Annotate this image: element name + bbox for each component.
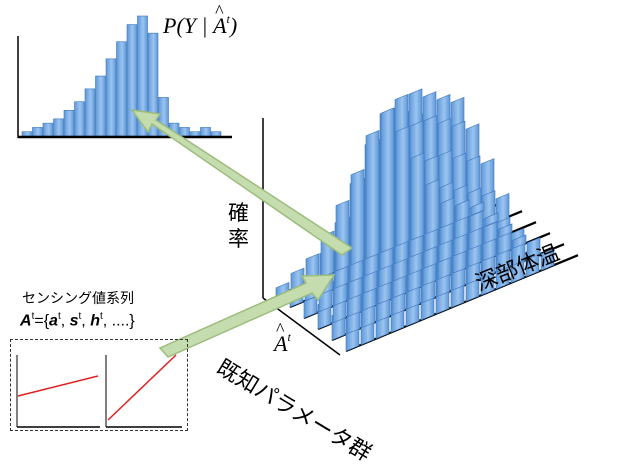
main-chart-bar	[483, 221, 498, 245]
parameter-axis-symbol: At	[274, 319, 291, 357]
main-chart-bar	[469, 210, 484, 234]
diagram-canvas	[16, 15, 579, 428]
sensing-series-box	[10, 339, 188, 431]
top-histogram	[21, 15, 222, 137]
conditional-probability-formula: P(Y | At)	[163, 1, 237, 39]
top-histogram-bar	[179, 127, 190, 137]
main-chart-bar	[470, 201, 485, 216]
sensing-title: センシング値系列	[22, 291, 134, 307]
main-chart-bar	[410, 152, 425, 241]
top-histogram-bar	[42, 122, 54, 137]
main-chart-bar	[512, 234, 527, 249]
sensing-plots	[16, 354, 182, 428]
main-chart-bar	[440, 197, 455, 229]
probability-axis-label: 確率	[228, 201, 249, 251]
sensing-series-2-line	[107, 354, 177, 421]
main-chart-bar	[350, 169, 365, 266]
main-chart-bar	[395, 125, 410, 247]
top-histogram-bar	[53, 118, 64, 137]
main-chart-bar	[526, 237, 541, 260]
top-histogram-bar	[189, 131, 201, 137]
sensing-sequence-formula: At={at, st, ht, ....}	[20, 311, 135, 330]
top-histogram-bar	[105, 58, 117, 137]
top-histogram-bar	[84, 88, 96, 137]
top-histogram-bar	[126, 24, 138, 137]
top-histogram-bar	[32, 127, 43, 137]
arrow-to-histogram	[130, 109, 354, 256]
sensing-series-1-line	[17, 375, 99, 397]
main-chart-bar	[540, 248, 555, 271]
top-histogram-bar	[210, 131, 222, 137]
top-histogram-bar	[74, 101, 85, 137]
arrow-to-axis	[158, 274, 336, 358]
main-chart-bar	[335, 199, 350, 272]
main-chart-bar	[425, 179, 440, 235]
main-chart-bars	[275, 88, 555, 352]
main-chart-bar	[484, 212, 499, 227]
main-chart-bar	[365, 130, 380, 260]
top-histogram-bar	[200, 127, 211, 137]
top-histogram-bar	[21, 131, 33, 137]
main-chart-bar	[380, 107, 395, 254]
main-chart-bar	[455, 199, 470, 223]
main-chart-bar	[498, 223, 513, 238]
top-histogram-bar	[95, 75, 106, 137]
top-histogram-bar	[116, 41, 127, 137]
top-histogram-bar	[63, 109, 75, 137]
